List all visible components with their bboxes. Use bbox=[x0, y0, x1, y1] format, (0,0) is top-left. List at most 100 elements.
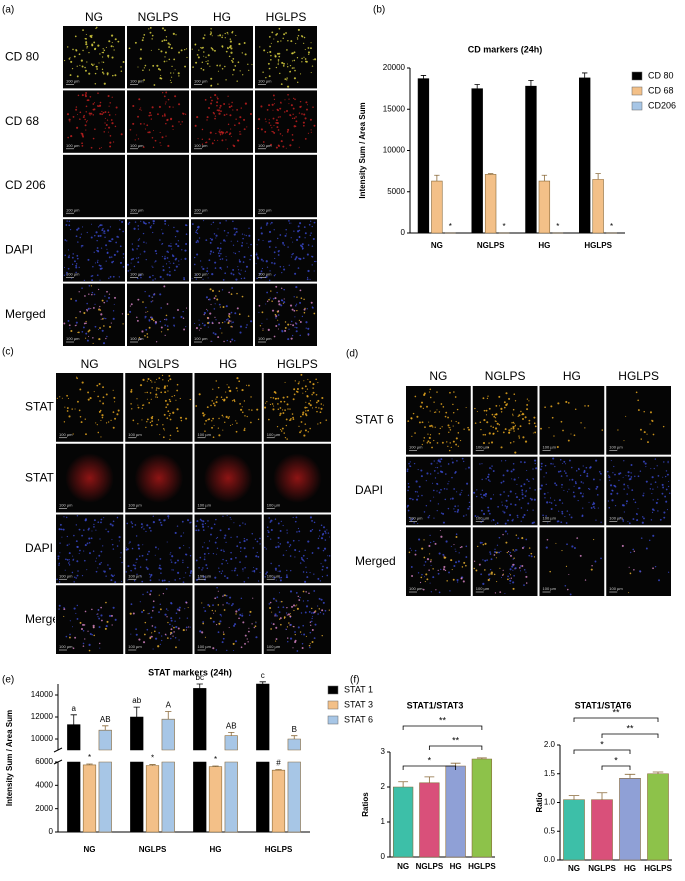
cell-dot bbox=[274, 313, 277, 316]
cell-dot bbox=[158, 105, 161, 109]
cell-dot bbox=[102, 396, 105, 399]
cell-dot bbox=[86, 302, 88, 305]
cell-dot bbox=[141, 610, 144, 613]
cell-dot bbox=[423, 511, 426, 513]
cell-dot bbox=[323, 547, 327, 550]
cell-dot bbox=[82, 629, 85, 632]
cell-dot bbox=[266, 108, 269, 111]
cell-dot bbox=[218, 417, 220, 420]
bar bbox=[619, 778, 641, 861]
cell-dot bbox=[142, 221, 145, 223]
cell-dot bbox=[151, 387, 153, 389]
cell-dot bbox=[418, 421, 421, 424]
cell-dot bbox=[138, 80, 140, 82]
cell-dot bbox=[305, 321, 308, 324]
cell-dot bbox=[553, 435, 555, 437]
cell-dot bbox=[294, 639, 297, 642]
cell-dot bbox=[492, 426, 495, 428]
cell-dot bbox=[107, 421, 110, 423]
scale-label: 100 µm bbox=[609, 515, 623, 520]
micrograph: 100 µm bbox=[62, 25, 126, 90]
cell-dot bbox=[632, 498, 635, 501]
cell-dot bbox=[150, 398, 152, 400]
cell-dot bbox=[481, 542, 483, 544]
bar bbox=[525, 85, 537, 234]
cell-dot bbox=[327, 555, 329, 557]
cell-dot bbox=[409, 461, 411, 463]
cell-dot bbox=[442, 553, 445, 556]
cell-dot bbox=[137, 245, 140, 247]
cell-dot bbox=[213, 523, 216, 526]
cell-dot bbox=[175, 243, 178, 246]
cell-dot bbox=[77, 331, 79, 334]
cell-dot bbox=[274, 273, 276, 276]
cell-dot bbox=[216, 396, 218, 398]
cell-dot bbox=[66, 535, 69, 538]
cell-dot bbox=[667, 462, 669, 464]
cell-dot bbox=[257, 257, 259, 259]
cell-dot bbox=[292, 324, 295, 327]
y-tick-label: 0 bbox=[49, 827, 54, 836]
cell-dot bbox=[500, 576, 502, 579]
cell-dot bbox=[221, 641, 224, 644]
cell-dot bbox=[416, 415, 419, 418]
cell-dot bbox=[164, 324, 167, 327]
cell-dot bbox=[187, 607, 189, 609]
cell-dot bbox=[574, 408, 577, 410]
cell-dot bbox=[163, 39, 166, 42]
cell-dot bbox=[88, 541, 91, 544]
cell-dot bbox=[203, 314, 205, 316]
cell-dot bbox=[138, 98, 141, 101]
cell-dot bbox=[161, 635, 163, 637]
cell-dot bbox=[223, 399, 226, 402]
cell-dot bbox=[544, 497, 546, 499]
cell-dot bbox=[152, 293, 156, 296]
cell-dot bbox=[230, 320, 232, 322]
cell-dot bbox=[80, 246, 82, 248]
cell-dot bbox=[408, 462, 410, 465]
cell-dot bbox=[280, 40, 282, 42]
cell-dot bbox=[273, 251, 276, 254]
cell-dot bbox=[143, 241, 145, 243]
cell-dot bbox=[295, 303, 298, 305]
cell-dot bbox=[148, 221, 150, 224]
cell-dot bbox=[509, 442, 512, 444]
cell-dot bbox=[159, 521, 162, 524]
cell-dot bbox=[91, 279, 94, 282]
micrograph: 100 µm bbox=[538, 526, 606, 597]
cell-dot bbox=[166, 257, 169, 259]
cell-dot bbox=[152, 222, 155, 225]
cell-dot bbox=[132, 612, 135, 615]
cell-dot bbox=[160, 391, 163, 394]
cell-dot bbox=[84, 118, 86, 121]
cell-dot bbox=[102, 545, 104, 547]
cell-dot bbox=[146, 567, 149, 570]
cell-dot bbox=[84, 418, 86, 420]
cell-dot bbox=[477, 515, 479, 518]
scale-label: 100 µm bbox=[130, 78, 144, 83]
cell-dot bbox=[182, 112, 184, 114]
cell-dot bbox=[159, 558, 162, 560]
cell-dot bbox=[136, 277, 139, 280]
cell-dot bbox=[225, 305, 228, 308]
cell-dot bbox=[509, 554, 512, 557]
cell-dot bbox=[162, 428, 165, 430]
cell-dot bbox=[301, 243, 304, 246]
cell-dot bbox=[239, 608, 241, 610]
cell-dot bbox=[73, 576, 76, 579]
cell-dot bbox=[180, 49, 183, 52]
cell-dot bbox=[468, 505, 471, 508]
cell-dot bbox=[221, 414, 224, 417]
cell-dot bbox=[210, 223, 212, 225]
cell-dot bbox=[627, 485, 629, 487]
cell-dot bbox=[162, 379, 164, 381]
scale-label: 100 µm bbox=[258, 143, 272, 148]
cell-dot bbox=[301, 113, 303, 115]
cell-dot bbox=[223, 114, 226, 116]
cell-dot bbox=[219, 306, 221, 308]
cell-dot bbox=[80, 59, 83, 62]
cell-dot bbox=[511, 422, 513, 424]
cell-dot bbox=[293, 67, 295, 69]
cell-dot bbox=[228, 55, 231, 58]
cell-dot bbox=[319, 422, 322, 424]
